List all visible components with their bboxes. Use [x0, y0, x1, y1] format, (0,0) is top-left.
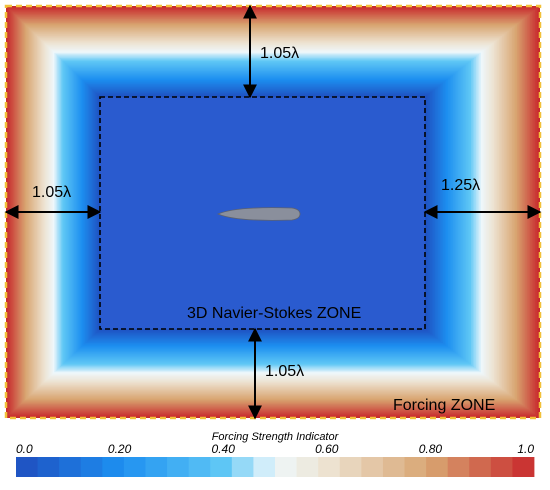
- colorbar-segment: [469, 457, 492, 477]
- colorbar-segment: [59, 457, 82, 477]
- colorbar-tick-label: 0.80: [419, 442, 443, 456]
- colorbar-segment: [16, 457, 38, 477]
- dist-bottom-label: 1.05λ: [265, 363, 304, 380]
- colorbar-tick-label: 1.0: [517, 442, 534, 456]
- colorbar-tick-label: 0.20: [108, 442, 132, 456]
- colorbar-segment: [145, 457, 168, 477]
- colorbar-title: Forcing Strength Indicator: [212, 431, 340, 443]
- colorbar-segment: [231, 457, 254, 477]
- colorbar: [16, 457, 535, 477]
- colorbar-segment: [296, 457, 319, 477]
- dist-left-label: 1.05λ: [32, 184, 71, 201]
- colorbar-segment: [167, 457, 190, 477]
- dist-top-label: 1.05λ: [260, 45, 299, 62]
- airfoil-shape-icon: [216, 207, 301, 221]
- colorbar-segment: [382, 457, 405, 477]
- colorbar-tick-label: 0.0: [16, 442, 33, 456]
- colorbar-segment: [188, 457, 211, 477]
- dist-right-label: 1.25λ: [441, 177, 480, 194]
- colorbar-segment: [210, 457, 233, 477]
- inner-zone-label: 3D Navier-Stokes ZONE: [187, 305, 361, 322]
- colorbar-segment: [361, 457, 384, 477]
- colorbar-segment: [426, 457, 449, 477]
- colorbar-segment: [447, 457, 470, 477]
- colorbar-segment: [339, 457, 362, 477]
- colorbar-segment: [37, 457, 60, 477]
- colorbar-tick-label: 0.60: [315, 442, 339, 456]
- outer-zone-label: Forcing ZONE: [393, 397, 495, 414]
- colorbar-segment: [123, 457, 146, 477]
- colorbar-segment: [253, 457, 276, 477]
- colorbar-ticks: 0.0 0.20 0.40 0.60 0.80 1.0: [16, 442, 534, 456]
- colorbar-segment: [512, 457, 535, 477]
- colorbar-segment: [102, 457, 125, 477]
- colorbar-segment: [80, 457, 103, 477]
- colorbar-segment: [275, 457, 297, 477]
- colorbar-tick-label: 0.40: [212, 442, 236, 456]
- colorbar-segment: [404, 457, 427, 477]
- colorbar-segment: [490, 457, 513, 477]
- colorbar-segment: [318, 457, 341, 477]
